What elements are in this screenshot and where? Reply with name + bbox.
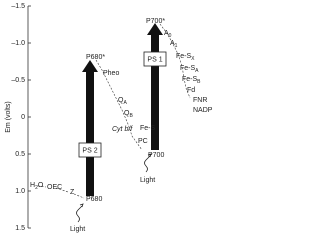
node-text: Fe-S	[176, 53, 192, 60]
ps2-arrow	[82, 60, 98, 196]
node-text: Fe-S	[140, 125, 156, 132]
node-label: Fe-SX	[176, 53, 195, 62]
node-label: P700	[148, 152, 164, 159]
node-text-after: O	[38, 182, 44, 189]
node-label: Fe-SA	[180, 65, 199, 74]
light-arrow	[76, 203, 84, 223]
light-arrow	[144, 153, 152, 173]
node-label: A1	[170, 40, 178, 49]
node-label: Fd	[187, 87, 195, 94]
node-text: FNR	[193, 97, 207, 104]
tick-label: 1.0	[15, 188, 25, 195]
node-text: H	[30, 182, 35, 189]
node-text: Cyt b/f	[112, 126, 133, 133]
node-text: OEC	[47, 184, 62, 191]
ps-box	[78, 142, 102, 158]
node-subscript: A	[195, 68, 199, 74]
tick-label: 1.5	[15, 225, 25, 232]
node-label: PC	[138, 138, 148, 145]
tick-label: 0.5	[15, 151, 25, 158]
node-text: Fe-S	[182, 76, 198, 83]
node-text: P680*	[86, 54, 105, 61]
ps-label: PS 2	[82, 147, 97, 154]
node-subscript: X	[191, 56, 195, 62]
node-subscript: 0	[169, 33, 172, 39]
node-label: Pheo	[103, 70, 119, 77]
node-text: Light	[140, 177, 155, 184]
ps-box	[143, 51, 167, 67]
node-label: Light	[70, 226, 85, 233]
node-text: Z	[70, 189, 75, 196]
node-text: PC	[138, 138, 148, 145]
connector	[159, 23, 191, 99]
node-label: QB	[124, 110, 133, 119]
node-label: Fe-SB	[182, 76, 201, 85]
node-subscript: B	[129, 113, 133, 119]
node-label: P680	[86, 196, 102, 203]
node-text: Fd	[187, 87, 195, 94]
node-label: QA	[118, 97, 127, 106]
node-label: P680*	[86, 54, 105, 61]
node-label: Z	[70, 189, 75, 196]
page: {"axis": {"label": "Em (volts)", "ticks"…	[4, 2, 213, 233]
tick-label: –1.5	[11, 3, 25, 10]
axis-label: Em (volts)	[5, 101, 12, 133]
connector	[95, 59, 143, 151]
tick-label: 0	[21, 114, 25, 121]
node-subscript: B	[197, 79, 201, 85]
tick-label: –1.0	[11, 40, 25, 47]
node-label: Cyt b/f	[112, 126, 133, 133]
node-text: A	[164, 30, 169, 37]
node-text: Pheo	[103, 70, 119, 77]
node-label: OEC	[47, 184, 62, 191]
connector	[55, 187, 69, 193]
node-subscript: A	[123, 100, 127, 106]
node-label: NADP	[193, 107, 213, 114]
node-label: H2O	[30, 182, 44, 191]
node-subscript: 2	[35, 185, 38, 191]
node-label: A0	[164, 30, 172, 39]
ps-label: PS 1	[147, 56, 162, 63]
node-text: A	[170, 40, 175, 47]
tick-label: –0.5	[11, 77, 25, 84]
node-text: Q	[118, 97, 124, 104]
node-text: P700*	[146, 18, 165, 25]
node-label: Light	[140, 177, 155, 184]
node-subscript: 1	[175, 43, 178, 49]
node-label: Fe-S	[140, 125, 156, 132]
z-scheme: Em (volts) –1.5 –1.0 –0.5 0 0.5 1.0 1.5 PS 2 PS …	[5, 3, 213, 233]
node-text: NADP	[193, 107, 213, 114]
node-text: P700	[148, 152, 164, 159]
connector	[73, 193, 85, 199]
node-text: Fe-S	[180, 65, 196, 72]
node-label: FNR	[193, 97, 207, 104]
node-text: P680	[86, 196, 102, 203]
node-text: Q	[124, 110, 130, 117]
node-label: P700*	[146, 18, 165, 25]
connector	[37, 185, 47, 188]
node-text: Light	[70, 226, 85, 233]
